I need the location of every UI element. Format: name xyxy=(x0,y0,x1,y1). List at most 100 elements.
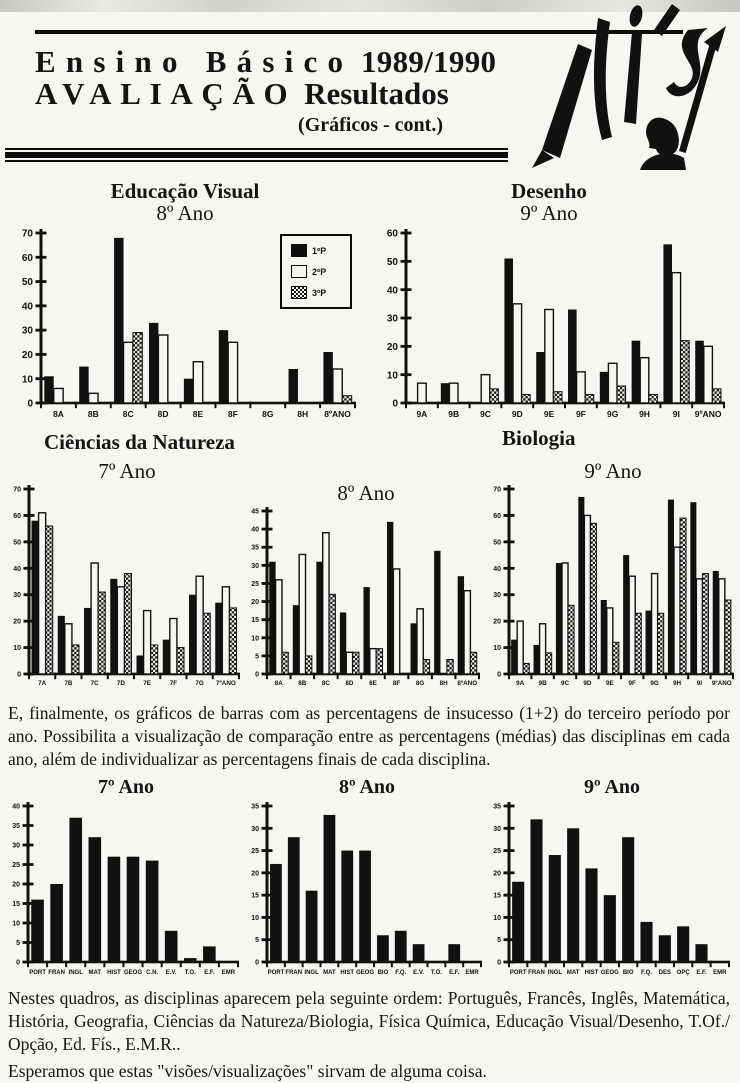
open-swatch-icon xyxy=(291,265,307,278)
header-rule xyxy=(35,30,683,34)
svg-text:25: 25 xyxy=(493,849,501,856)
svg-text:10: 10 xyxy=(251,915,259,922)
svg-text:5: 5 xyxy=(497,938,501,945)
svg-text:9B: 9B xyxy=(539,680,548,687)
svg-text:5: 5 xyxy=(16,941,20,948)
svg-text:30: 30 xyxy=(251,563,259,570)
chart-desenho-9ano: Desenho 9º Ano 0 10 20 30 40 50 60 9A 9B 9C 9D 9E 9F… xyxy=(364,180,734,426)
chart-title: Desenho xyxy=(511,179,587,203)
chart-insucesso-9ano: 9º Ano 0 5 10 15 20 25 30 35 PORT FRAN INGL MAT HIST… xyxy=(488,776,736,983)
svg-text:E.V.: E.V. xyxy=(413,970,424,976)
svg-text:7F: 7F xyxy=(170,680,178,687)
svg-text:9A: 9A xyxy=(416,409,427,419)
svg-text:9C: 9C xyxy=(561,680,570,687)
svg-text:0: 0 xyxy=(497,960,501,967)
svg-text:8F: 8F xyxy=(393,680,401,687)
svg-text:20: 20 xyxy=(493,619,501,626)
svg-text:35: 35 xyxy=(493,804,501,811)
svg-text:50: 50 xyxy=(22,277,34,288)
svg-text:9ºANO: 9ºANO xyxy=(695,409,722,419)
paragraph-ordem-disciplinas: Nestes quadros, as disciplinas aparecem … xyxy=(8,988,730,1054)
svg-text:C.N.: C.N. xyxy=(146,970,158,976)
svg-text:8H: 8H xyxy=(440,680,449,687)
chart-plot-bio9: 0 10 20 30 40 50 60 70 9A 9B 9C 9D 9E 9F 9G 9H 9I 9ºANO xyxy=(486,483,740,694)
svg-text:T.O.: T.O. xyxy=(185,970,196,976)
title-main: Ensino Básico xyxy=(35,44,354,79)
svg-text:5: 5 xyxy=(255,654,259,661)
charts-row-periodos: Educação Visual 8º Ano 0 10 20 30 40 50 60 70 8A… xyxy=(0,180,740,426)
svg-text:40: 40 xyxy=(22,302,34,313)
svg-text:8G: 8G xyxy=(416,680,425,687)
svg-text:20: 20 xyxy=(12,882,20,889)
svg-text:INGL: INGL xyxy=(304,970,319,976)
scan-artifact-band xyxy=(0,0,740,12)
svg-text:7E: 7E xyxy=(143,680,151,687)
svg-text:9I: 9I xyxy=(697,680,703,687)
chart-educacao-visual-8ano: Educação Visual 8º Ano 0 10 20 30 40 50 60 70 8A… xyxy=(6,180,364,426)
svg-text:10: 10 xyxy=(13,645,21,652)
svg-text:0: 0 xyxy=(255,960,259,967)
chart-biologia-9ano: 9º Ano 0 10 20 30 40 50 60 70 9A 9B 9C 9D 9E 9F 9G 9H 9I… xyxy=(486,460,740,694)
svg-text:40: 40 xyxy=(387,285,399,296)
svg-text:0: 0 xyxy=(27,399,33,410)
svg-text:20: 20 xyxy=(251,599,259,606)
svg-text:10: 10 xyxy=(22,374,34,385)
svg-text:0: 0 xyxy=(16,960,20,967)
masthead-titles: Ensino Básico 1989/1990 AVALIAÇÃO Result… xyxy=(35,30,683,137)
svg-text:35: 35 xyxy=(12,824,20,831)
legend-label: 3ºP xyxy=(312,287,327,298)
svg-text:9H: 9H xyxy=(673,680,682,687)
title-resultados: Resultados xyxy=(304,76,449,112)
svg-text:40: 40 xyxy=(251,527,259,534)
svg-text:9G: 9G xyxy=(607,409,619,419)
svg-text:9F: 9F xyxy=(629,680,637,687)
chart-title: 9º Ano xyxy=(583,776,641,799)
svg-text:FRAN: FRAN xyxy=(48,970,65,976)
svg-text:60: 60 xyxy=(22,253,34,264)
svg-text:7C: 7C xyxy=(91,680,100,687)
svg-text:0: 0 xyxy=(255,672,259,679)
svg-text:EMR: EMR xyxy=(465,970,479,976)
svg-text:E.F.: E.F. xyxy=(449,970,460,976)
page-title-line2: AVALIAÇÃO Resultados xyxy=(35,78,510,110)
legend-label: 1ºP xyxy=(312,245,327,256)
svg-text:8E: 8E xyxy=(369,680,377,687)
svg-text:8D: 8D xyxy=(345,680,354,687)
chart-subtitle: 8º Ano xyxy=(337,481,395,506)
title-year: 1989/1990 xyxy=(360,44,497,79)
svg-text:30: 30 xyxy=(493,826,501,833)
svg-text:20: 20 xyxy=(493,871,501,878)
svg-text:60: 60 xyxy=(13,513,21,520)
chart-subtitle: 8º Ano xyxy=(156,201,214,226)
svg-text:PORT: PORT xyxy=(268,970,285,976)
svg-text:8D: 8D xyxy=(158,409,169,419)
svg-text:9A: 9A xyxy=(516,680,525,687)
svg-text:0: 0 xyxy=(497,672,501,679)
svg-text:FRAN: FRAN xyxy=(285,970,302,976)
chart-subtitle: 7º Ano xyxy=(98,459,156,484)
svg-text:9H: 9H xyxy=(639,409,650,419)
svg-text:9D: 9D xyxy=(583,680,592,687)
svg-text:PORT: PORT xyxy=(29,970,46,976)
svg-text:INGL: INGL xyxy=(548,970,563,976)
svg-text:E.F.: E.F. xyxy=(696,970,707,976)
svg-text:GEOG: GEOG xyxy=(124,970,142,976)
svg-text:MAT: MAT xyxy=(567,970,580,976)
page-title: Ensino Básico 1989/1990 xyxy=(35,44,510,79)
svg-text:60: 60 xyxy=(493,513,501,520)
svg-text:8B: 8B xyxy=(88,409,99,419)
svg-text:MAT: MAT xyxy=(89,970,102,976)
chart-plot-educacao-visual: 0 10 20 30 40 50 60 70 8A 8B 8C 8D 8E 8F 8G 8H 8ºANO xyxy=(6,225,364,426)
svg-text:45: 45 xyxy=(251,509,259,516)
svg-text:HIST: HIST xyxy=(340,970,354,976)
svg-text:10: 10 xyxy=(493,645,501,652)
svg-text:OPÇ: OPÇ xyxy=(677,970,691,976)
svg-text:7A: 7A xyxy=(38,680,47,687)
chart-insucesso-8ano: 8º Ano 0 5 10 15 20 25 30 35 PORT FRAN INGL MAT HIST… xyxy=(246,776,488,983)
paragraph-intro-insucesso: E, finalmente, os gráficos de barras com… xyxy=(8,703,730,769)
svg-text:35: 35 xyxy=(251,545,259,552)
svg-text:30: 30 xyxy=(22,326,34,337)
section-headings: Ciências da Natureza Biologia xyxy=(0,426,740,460)
svg-text:10: 10 xyxy=(387,370,399,381)
chart-plot-desenho: 0 10 20 30 40 50 60 9A 9B 9C 9D 9E 9F 9G 9H 9I 9ºANO xyxy=(364,225,734,426)
